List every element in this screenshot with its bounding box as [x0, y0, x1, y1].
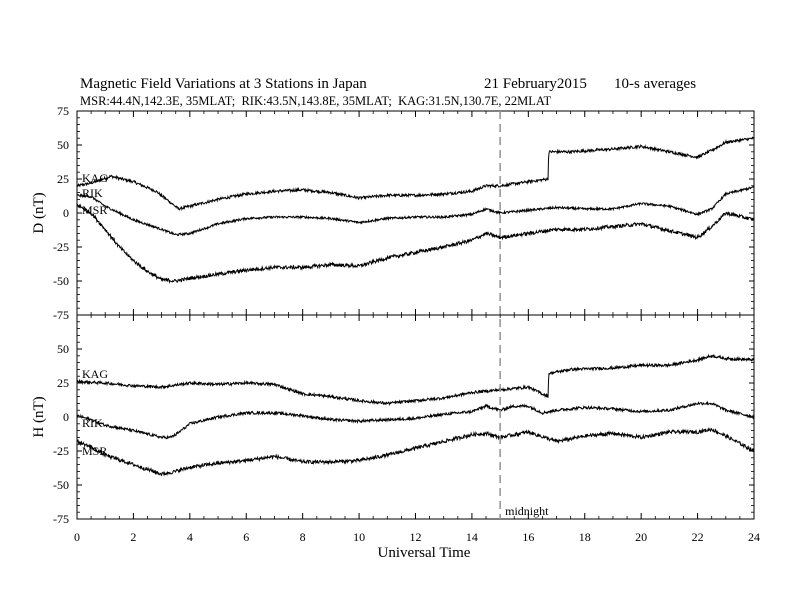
x-tick-label: 0 [74, 530, 80, 544]
series-line-msr [76, 427, 755, 477]
chart-averaging: 10-s averages [614, 76, 696, 92]
series-line-msr [76, 203, 755, 285]
series-label-rik: RIK [82, 186, 103, 200]
x-tick-label: 10 [353, 530, 365, 544]
panel-frame [76, 110, 755, 316]
chart-date: 21 February2015 [484, 76, 587, 92]
x-tick-label: 16 [522, 530, 534, 544]
y-tick-label: -75 [53, 308, 69, 322]
x-axis-label: Universal Time [378, 545, 471, 561]
y-tick-label: -50 [53, 274, 69, 288]
x-tick-label: 20 [635, 530, 647, 544]
series-line-kag [76, 136, 755, 212]
y-axis-label: D (nT) [31, 192, 47, 233]
x-tick-label: 6 [243, 530, 249, 544]
x-tick-label: 22 [692, 530, 704, 544]
y-tick-label: -25 [53, 444, 69, 458]
x-tick-label: 2 [130, 530, 136, 544]
y-tick-label: 50 [57, 138, 69, 152]
y-tick-label: 0 [63, 410, 69, 424]
y-tick-label: 75 [57, 104, 69, 118]
series-label-kag: KAG [82, 367, 108, 381]
y-tick-label: 0 [63, 206, 69, 220]
y-axis-label: H (nT) [31, 396, 47, 437]
series-label-rik: RIK [82, 416, 103, 430]
x-tick-label: 24 [748, 530, 760, 544]
y-tick-label: 25 [57, 376, 69, 390]
x-tick-label: 4 [187, 530, 193, 544]
chart-subtitle: MSR:44.4N,142.3E, 35MLAT; RIK:43.5N,143.… [80, 94, 552, 108]
series-line-kag [76, 353, 755, 406]
y-tick-label: -75 [53, 512, 69, 526]
y-tick-label: 50 [57, 342, 69, 356]
x-tick-label: 14 [466, 530, 478, 544]
x-tick-label: 18 [579, 530, 591, 544]
midnight-marker-label: midnight [505, 504, 549, 518]
panel-frame [76, 314, 755, 520]
series-label-msr: MSR [82, 444, 107, 458]
series-label-kag: KAG [82, 171, 108, 185]
y-tick-label: -25 [53, 240, 69, 254]
x-tick-label: 8 [300, 530, 306, 544]
chart-title: Magnetic Field Variations at 3 Stations … [80, 76, 367, 92]
y-tick-label: -50 [53, 478, 69, 492]
x-tick-label: 12 [410, 530, 422, 544]
y-tick-label: 25 [57, 172, 69, 186]
series-line-rik [76, 400, 755, 440]
series-line-rik [76, 185, 755, 237]
series-label-msr: MSR [82, 203, 107, 217]
